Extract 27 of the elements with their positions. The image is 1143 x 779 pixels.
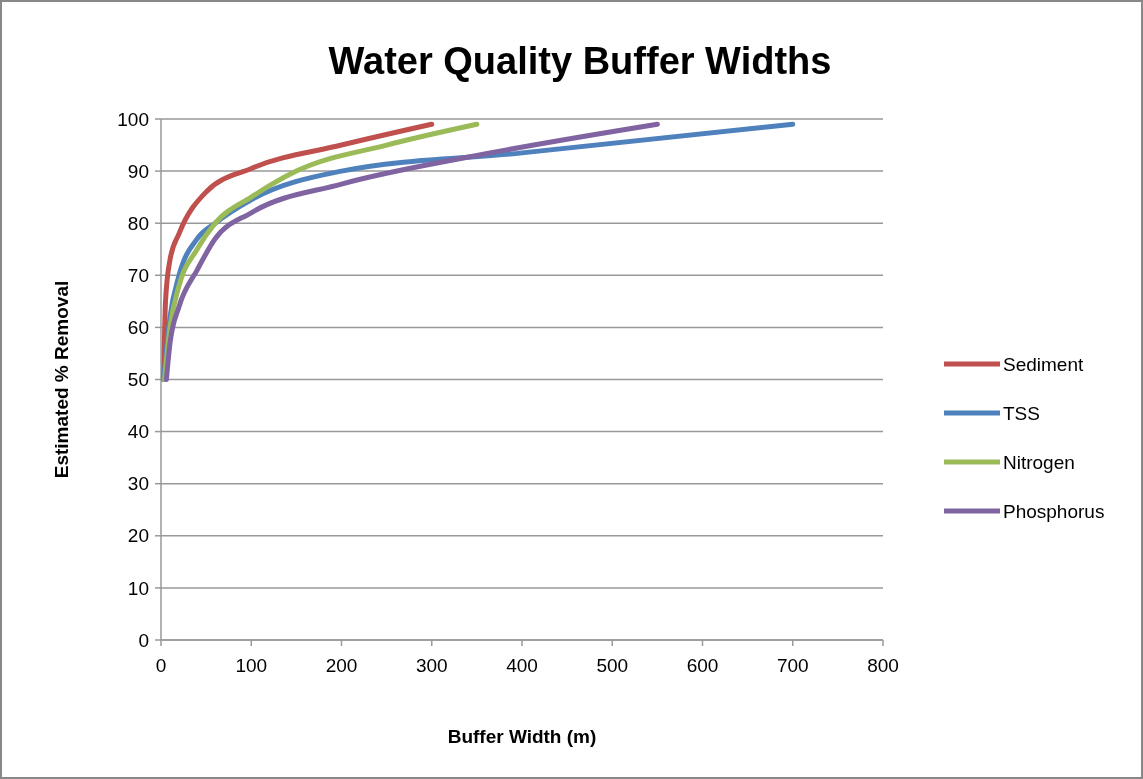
x-tick-label: 500 xyxy=(596,655,629,676)
y-tick-label: 10 xyxy=(127,577,149,599)
y-tick-label: 70 xyxy=(127,264,149,286)
y-tick-label: 0 xyxy=(138,629,149,651)
y-axis-title: Estimated % Removal xyxy=(51,280,72,479)
x-tick-label: 0 xyxy=(155,655,167,676)
y-tick-label: 80 xyxy=(127,212,149,234)
legend-label: TSS xyxy=(1003,402,1040,424)
legend-label: Phosphorus xyxy=(1003,500,1105,522)
legend-label: Nitrogen xyxy=(1003,451,1075,473)
y-tick-label: 100 xyxy=(117,108,149,130)
x-tick-label: 400 xyxy=(506,655,538,676)
chart-title: Water Quality Buffer Widths xyxy=(328,40,832,82)
x-axis-title: Buffer Width (m) xyxy=(447,726,597,747)
x-tick-label: 200 xyxy=(325,655,358,676)
y-tick-label: 50 xyxy=(127,369,149,391)
y-tick-label: 30 xyxy=(127,473,149,495)
legend-label: Sediment xyxy=(1003,353,1084,375)
x-tick-label: 800 xyxy=(867,655,899,676)
x-tick-label: 600 xyxy=(686,655,719,676)
y-tick-label: 20 xyxy=(127,525,149,547)
y-tick-label: 90 xyxy=(127,160,149,182)
x-tick-label: 100 xyxy=(235,655,268,676)
x-tick-label: 700 xyxy=(776,655,809,676)
y-tick-label: 40 xyxy=(127,421,149,443)
y-tick-label: 60 xyxy=(127,317,149,339)
x-tick-label: 300 xyxy=(415,655,448,676)
